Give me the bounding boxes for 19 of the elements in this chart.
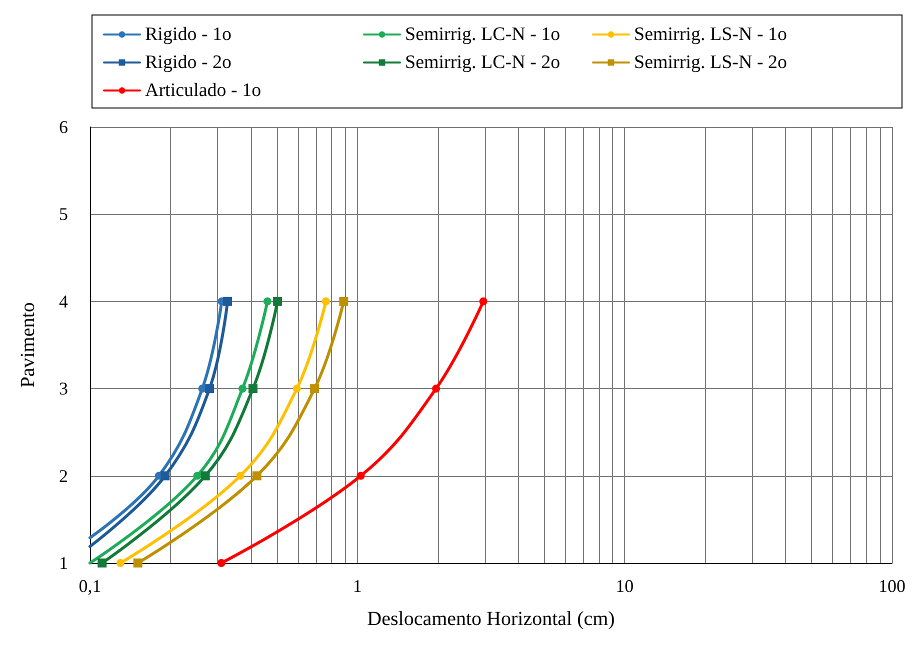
x-tick-label: 0,1 xyxy=(78,576,102,596)
legend-label: Rigido - 2o xyxy=(145,52,232,73)
y-tick-label: 2 xyxy=(59,466,68,486)
x-tick-label: 1 xyxy=(352,576,362,596)
legend-label: Semirrig. LS-N - 2o xyxy=(634,52,788,73)
y-tick-label: 1 xyxy=(59,553,68,573)
legend-label: Semirrig. LC-N - 1o xyxy=(405,24,560,45)
x-tick-label: 100 xyxy=(878,576,906,596)
legend-label: Rigido - 1o xyxy=(145,24,232,45)
y-tick-label: 5 xyxy=(59,204,68,224)
x-axis-title: Deslocamento Horizontal (cm) xyxy=(367,608,615,630)
legend-label: Articulado - 1o xyxy=(145,80,262,101)
y-tick-label: 3 xyxy=(59,378,68,399)
legend-label: Semirrig. LS-N - 1o xyxy=(634,24,788,45)
legend-label: Semirrig. LC-N - 2o xyxy=(405,52,560,73)
y-tick-label: 6 xyxy=(59,117,68,137)
y-tick-label: 4 xyxy=(59,291,68,312)
x-tick-label: 10 xyxy=(616,576,634,596)
y-axis-title: Pavimento xyxy=(17,302,39,388)
